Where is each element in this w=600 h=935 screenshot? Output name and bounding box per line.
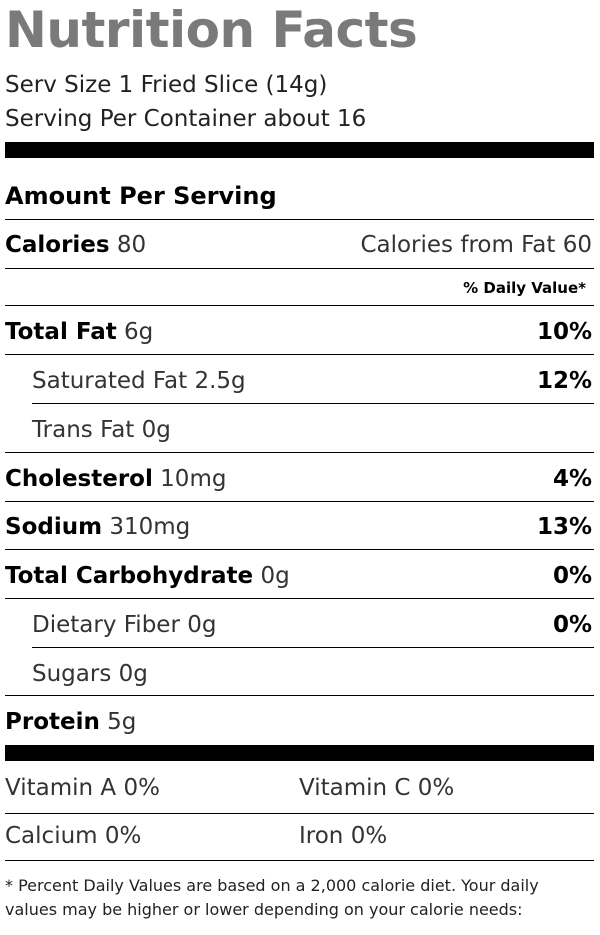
amount-per-serving: Amount Per Serving [5,182,277,210]
footnote: * Percent Daily Values are based on a 2,… [5,876,539,919]
nutrient-amount: 0g [118,661,148,687]
nutrient-dv: 0% [552,563,592,589]
nutrient-label: Sugars [32,661,112,687]
daily-value-header: % Daily Value* [463,279,586,297]
divider [5,305,594,306]
cholesterol-row: Cholesterol 10mg 4% [5,462,594,496]
nutrient-label: Cholesterol [5,466,153,492]
iron: Iron 0% [299,823,388,849]
divider [32,403,594,404]
nutrient-dv: 0% [552,612,592,638]
nutrient-label: Total Fat [5,319,117,345]
divider [5,268,594,269]
nutrient-dv: 13% [536,514,592,540]
serving-size: Serv Size 1 Fried Slice (14g) [5,72,328,98]
calories-label: Calories [5,232,110,258]
divider [5,501,594,502]
divider [5,549,594,550]
nutrient-dv: 12% [536,368,592,394]
nutrient-label: Saturated Fat [32,368,188,394]
nutrient-amount: 10mg [160,466,227,492]
saturated-fat-row: Saturated Fat 2.5g 12% [32,364,594,398]
divider [5,813,594,814]
nutrient-amount: 2.5g [194,368,246,394]
thick-divider [5,745,594,761]
thick-divider [5,142,594,158]
nutrient-amount: 0g [141,417,171,443]
total-carbohydrate-row: Total Carbohydrate 0g 0% [5,559,594,593]
nutrient-label: Dietary Fiber [32,612,180,638]
trans-fat-row: Trans Fat 0g [32,413,594,447]
nutrient-dv: 4% [552,466,592,492]
divider [32,647,594,648]
dietary-fiber-row: Dietary Fiber 0g 0% [32,608,594,642]
nutrient-amount: 0g [187,612,217,638]
nutrient-label: Protein [5,709,100,735]
divider [5,452,594,453]
nutrient-amount: 6g [124,319,154,345]
divider [5,695,594,696]
calories-row: Calories 80 Calories from Fat 60 [5,228,594,262]
nutrient-label: Trans Fat [32,417,135,443]
total-fat-row: Total Fat 6g 10% [5,315,594,349]
divider [5,219,594,220]
label-title: Nutrition Facts [5,1,418,59]
calories-from-fat: Calories from Fat 60 [360,232,592,258]
nutrient-amount: 0g [260,563,290,589]
servings-per-container: Serving Per Container about 16 [5,106,367,132]
protein-row: Protein 5g [5,705,594,739]
sugars-row: Sugars 0g [32,657,594,691]
vitamin-a: Vitamin A 0% [5,775,160,801]
nutrient-label: Total Carbohydrate [5,563,254,589]
divider [5,598,594,599]
nutrient-amount: 5g [107,709,137,735]
sodium-row: Sodium 310mg 13% [5,510,594,544]
calories-value: 80 [116,232,147,258]
vitamin-c: Vitamin C 0% [299,775,455,801]
nutrient-dv: 10% [536,319,592,345]
divider [5,860,594,861]
calcium: Calcium 0% [5,823,142,849]
divider [5,354,594,355]
nutrient-label: Sodium [5,514,103,540]
nutrient-amount: 310mg [109,514,191,540]
